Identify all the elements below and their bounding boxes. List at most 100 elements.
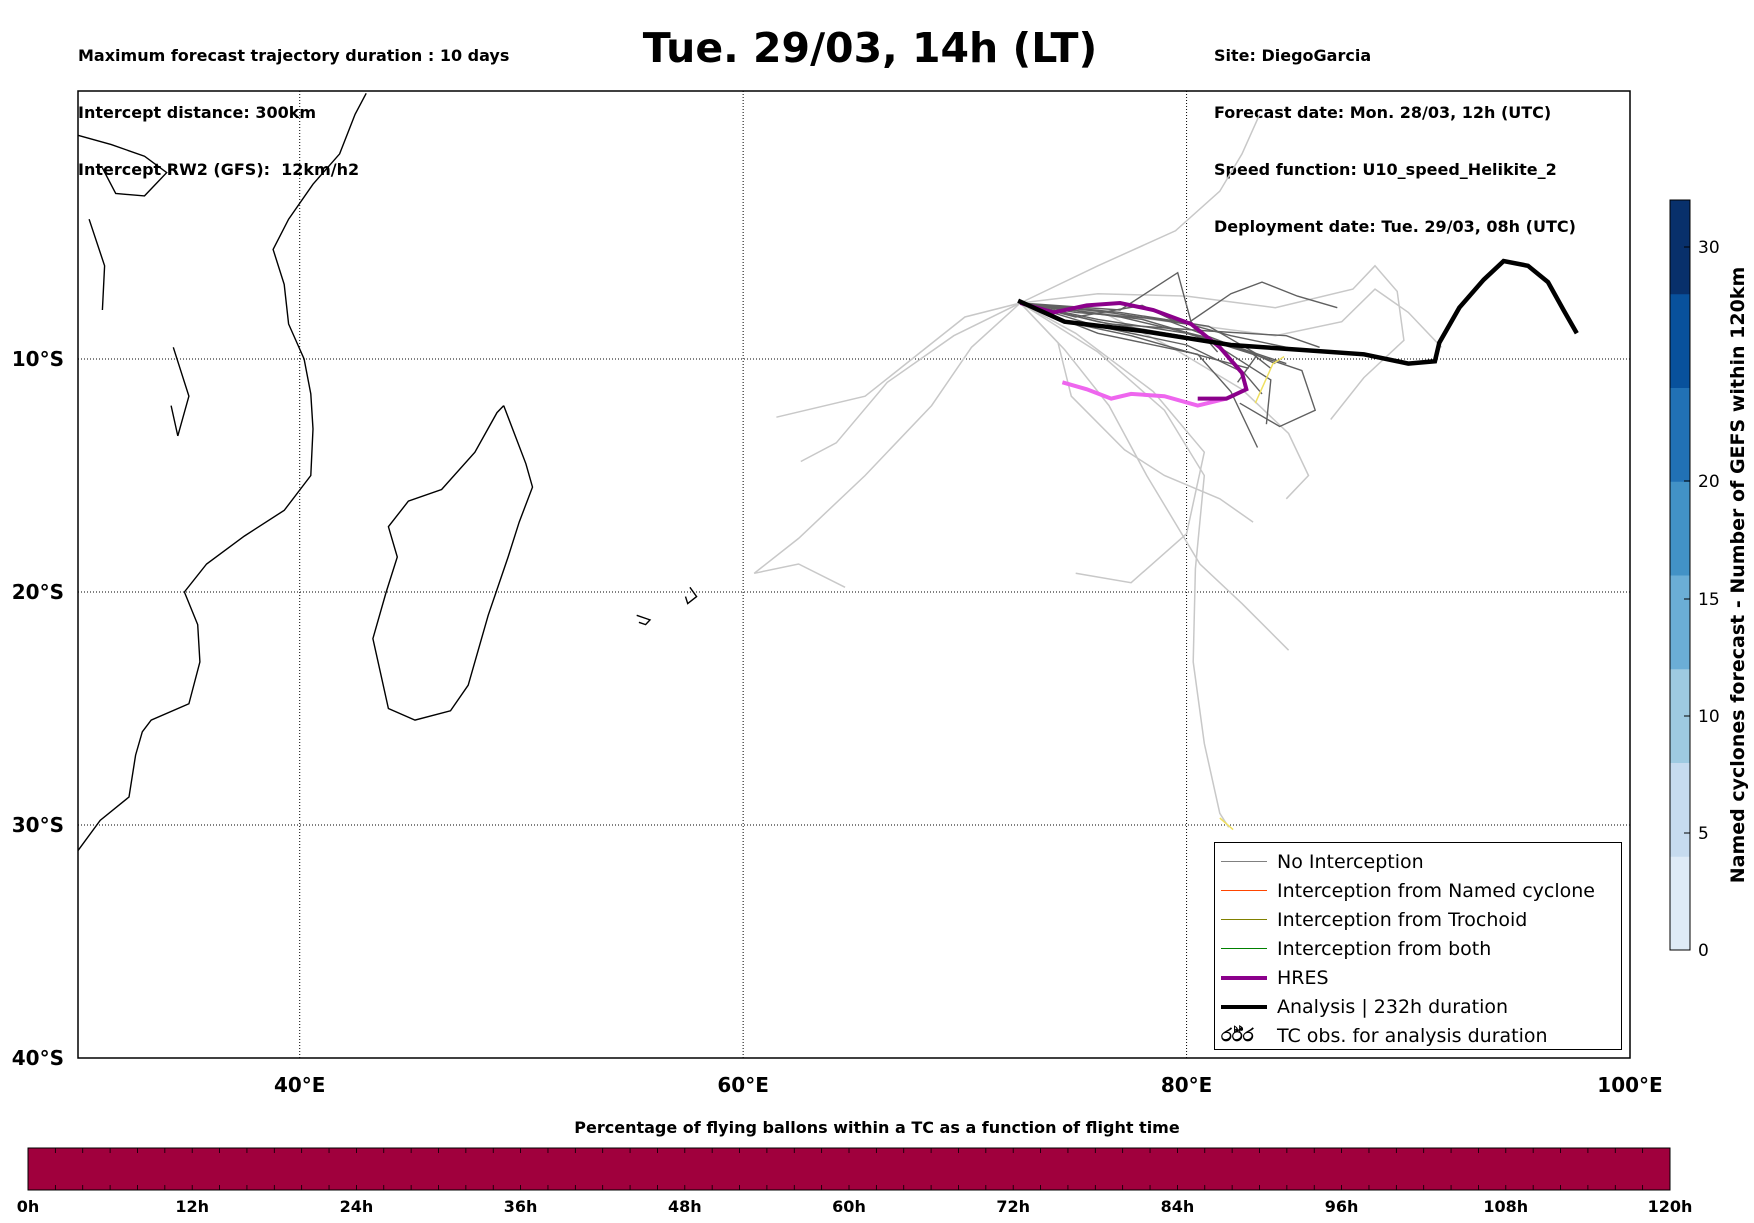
time-tick-label: 60h: [832, 1197, 866, 1216]
africa-coast: [77, 92, 367, 852]
colorbar-label: Named cyclones forecast - Number of GEFS…: [1727, 267, 1749, 884]
time-tick-label: 120h: [1648, 1197, 1693, 1216]
time-tick-label: 108h: [1483, 1197, 1528, 1216]
legend-item: Interception from Named cyclone: [1215, 878, 1621, 904]
ensemble-track-faded: [1019, 302, 1254, 523]
lon-tick-label: 80°E: [1161, 1073, 1213, 1097]
legend-label: HRES: [1277, 967, 1329, 989]
lat-tick-label: 30°S: [12, 813, 64, 837]
colorbar-segment: [1670, 668, 1690, 763]
legend-item: ර්ර්ර TC obs. for analysis duration: [1215, 1023, 1621, 1049]
site-parameters: Site: DiegoGarcia Forecast date: Mon. 28…: [1214, 8, 1576, 255]
time-tick-label: 72h: [996, 1197, 1030, 1216]
hres-track: [1019, 300, 1249, 401]
tc-symbol-icon: ර්ර්ර: [1221, 1025, 1254, 1046]
colorbar-segment: [1670, 575, 1690, 670]
legend-item: Interception from Trochoid: [1215, 907, 1621, 933]
colorbar-tick-label: 15: [1698, 590, 1720, 610]
lat-tick-label: 40°S: [12, 1046, 64, 1070]
time-tick-label: 36h: [504, 1197, 538, 1216]
axis-tick-labels: 40°E 60°E 80°E 100°E 10°S 20°S 30°S 40°S: [12, 347, 1663, 1097]
legend-label: No Interception: [1277, 851, 1424, 873]
param-intercept-rw2: Intercept RW2 (GFS): 12km/h2: [78, 160, 360, 179]
forecast-parameters: Maximum forecast trajectory duration : 1…: [78, 8, 509, 198]
time-tick-label: 96h: [1325, 1197, 1359, 1216]
lat-tick-label: 10°S: [12, 347, 64, 371]
bottom-colorbar: 0h 12h 24h 36h 48h 60h 72h 84h 96h 108h 120h: [17, 1147, 1693, 1216]
legend-swatch: [1221, 890, 1267, 892]
legend: No Interception Interception from Named c…: [1214, 842, 1622, 1050]
colorbar-segment: [1670, 293, 1690, 388]
lake-malawi: [170, 347, 190, 437]
time-tick-label: 48h: [668, 1197, 702, 1216]
ensemble-track: [1020, 302, 1317, 428]
map-border: [77, 90, 1631, 1059]
colorbar-tick-label: 10: [1698, 707, 1720, 727]
colorbar-segment: [1670, 481, 1690, 576]
param-intercept-distance: Intercept distance: 300km: [78, 103, 317, 122]
legend-label: Analysis | 232h duration: [1277, 996, 1509, 1018]
legend-swatch: [1221, 919, 1267, 921]
legend-swatch: [1221, 861, 1267, 863]
colorbar-frame: [1669, 199, 1691, 951]
colorbar-tick-label: 5: [1698, 824, 1709, 844]
trajectories: [753, 113, 1579, 831]
ensemble-track-faded: [800, 302, 1021, 463]
colorbar-segment: [1670, 200, 1690, 295]
analysis-track: [1017, 258, 1579, 366]
legend-swatch: [1221, 1005, 1267, 1009]
colorbar-tick-label: 30: [1698, 238, 1720, 258]
lake-tanganyika: [88, 218, 106, 311]
legend-label: Interception from Named cyclone: [1277, 880, 1595, 902]
legend-swatch: [1221, 948, 1267, 950]
time-tick-label: 84h: [1161, 1197, 1195, 1216]
ensemble-track: [1020, 302, 1259, 383]
ensemble-track-faded: [1019, 302, 1290, 651]
legend-label: TC obs. for analysis duration: [1277, 1025, 1548, 1047]
time-tick-label: 12h: [175, 1197, 209, 1216]
lat-tick-label: 20°S: [12, 580, 64, 604]
legend-label: Interception from both: [1277, 938, 1492, 960]
trochoid-track: [1254, 355, 1285, 404]
time-colorbar: [27, 1147, 1671, 1191]
ensemble-track: [1020, 302, 1263, 395]
ensemble-track: [1020, 302, 1276, 365]
coastlines: [77, 92, 698, 852]
ensemble-track-faded: [753, 302, 1021, 588]
right-colorbar: 0 5 10 15 20 30 Named cyclones forecast - Numb…: [1669, 199, 1749, 961]
lon-tick-label: 40°E: [274, 1073, 326, 1097]
legend-item: HRES: [1215, 965, 1621, 991]
ensemble-track-faded: [1020, 288, 1443, 348]
legend-swatch: [1221, 976, 1267, 980]
site-name: Site: DiegoGarcia: [1214, 46, 1372, 65]
colorbar-segment: [1670, 387, 1690, 482]
mauritius: [684, 586, 698, 605]
hres-track-late: [1061, 380, 1227, 408]
ensemble-track-faded: [1019, 113, 1261, 304]
colorbar-segment: [1670, 762, 1690, 857]
ensemble-track-faded: [1019, 302, 1206, 584]
graticule: [78, 91, 1630, 1058]
colorbar-segment: [1670, 856, 1690, 951]
param-duration: Maximum forecast trajectory duration : 1…: [78, 46, 510, 65]
lon-tick-label: 60°E: [717, 1073, 769, 1097]
forecast-date: Forecast date: Mon. 28/03, 12h (UTC): [1214, 103, 1552, 122]
lon-tick-label: 100°E: [1597, 1073, 1662, 1097]
legend-item: Analysis | 232h duration: [1215, 994, 1621, 1020]
madagascar: [372, 405, 534, 721]
ensemble-track-faded: [1019, 302, 1230, 828]
speed-function: Speed function: U10_speed_Helikite_2: [1214, 160, 1557, 179]
reunion: [636, 614, 652, 626]
time-tick-label: 24h: [340, 1197, 374, 1216]
legend-item: No Interception: [1215, 849, 1621, 875]
bottom-colorbar-title: Percentage of flying ballons within a TC…: [574, 1118, 1180, 1137]
ensemble-track-faded: [776, 302, 1021, 418]
lake-victoria: [77, 134, 168, 197]
trochoid-track: [1219, 817, 1234, 831]
legend-item: Interception from both: [1215, 936, 1621, 962]
deployment-date: Deployment date: Tue. 29/03, 08h (UTC): [1214, 217, 1576, 236]
colorbar-tick-label: 0: [1698, 941, 1709, 961]
time-tick-label: 0h: [17, 1197, 40, 1216]
colorbar-tick-label: 20: [1698, 472, 1720, 492]
